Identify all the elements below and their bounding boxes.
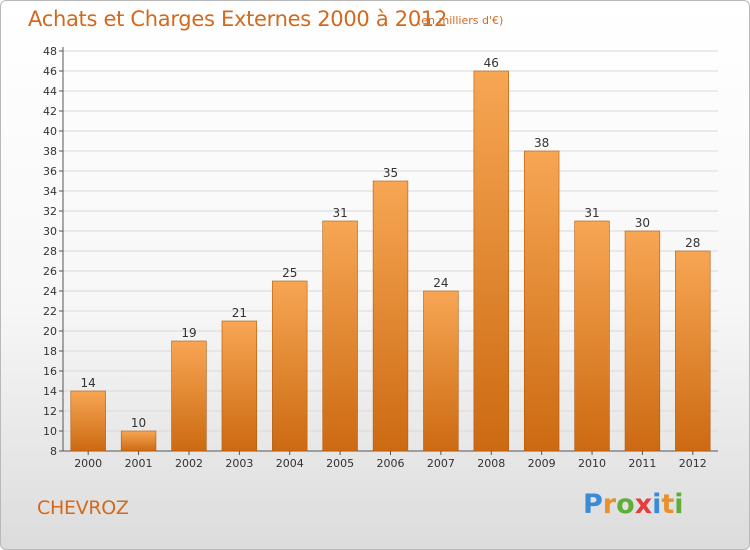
bar	[523, 150, 560, 452]
y-tick-label: 20	[43, 325, 57, 338]
x-tick-label: 2009	[528, 457, 556, 470]
proxiti-logo[interactable]: Proxiti	[583, 489, 684, 520]
bar	[473, 70, 509, 452]
data-label: 46	[484, 56, 499, 70]
data-label: 25	[282, 266, 297, 280]
bar	[70, 390, 106, 452]
bar	[171, 340, 207, 452]
y-tick-label: 38	[43, 145, 57, 158]
x-tick-label: 2004	[276, 457, 304, 470]
data-label: 19	[181, 326, 196, 340]
x-tick-label: 2005	[326, 457, 354, 470]
data-label: 14	[81, 376, 96, 390]
x-tick-label: 2012	[679, 457, 707, 470]
y-tick-label: 12	[43, 405, 57, 418]
data-label: 24	[433, 276, 448, 290]
data-label: 10	[131, 416, 146, 430]
x-tick-label: 2008	[477, 457, 505, 470]
x-tick-label: 2003	[225, 457, 253, 470]
y-tick-label: 34	[43, 185, 57, 198]
data-label: 31	[332, 206, 347, 220]
bar	[272, 280, 308, 452]
bar	[221, 320, 258, 452]
bar	[372, 180, 409, 452]
bar	[423, 290, 459, 452]
commune-name: CHEVROZ	[37, 497, 129, 519]
y-tick-label: 24	[43, 285, 57, 298]
data-label: 38	[534, 136, 549, 150]
y-tick-label: 42	[43, 105, 57, 118]
y-tick-label: 36	[43, 165, 57, 178]
y-tick-label: 22	[43, 305, 57, 318]
data-label: 28	[685, 236, 700, 250]
y-tick-label: 30	[43, 225, 57, 238]
y-tick-label: 14	[43, 385, 57, 398]
x-tick-label: 2010	[578, 457, 606, 470]
x-tick-label: 2007	[427, 457, 455, 470]
chart-subtitle: (en milliers d'€)	[417, 14, 504, 27]
bar	[322, 220, 358, 452]
bar	[624, 230, 661, 452]
bar-chart: 8 10 12 14 16 18 20 22 24 26 28 30 32 34 36 38 40 42 44 46 4…	[43, 45, 718, 470]
y-tick-label: 16	[43, 365, 57, 378]
y-tick-label: 44	[43, 85, 57, 98]
x-tick-label: 2001	[125, 457, 153, 470]
bar	[574, 220, 610, 452]
y-tick-label: 18	[43, 345, 57, 358]
y-tick-label: 40	[43, 125, 57, 138]
y-tick-label: 26	[43, 265, 57, 278]
data-label: 21	[232, 306, 247, 320]
data-label: 31	[584, 206, 599, 220]
bar	[675, 250, 711, 452]
logo-letter: r	[602, 489, 617, 520]
y-tick-label: 46	[43, 65, 57, 78]
x-tick-label: 2000	[74, 457, 102, 470]
logo-letter: i	[674, 489, 684, 520]
y-tick-label: 48	[43, 45, 57, 58]
x-tick-label: 2002	[175, 457, 203, 470]
y-tick-label: 10	[43, 425, 57, 438]
x-tick-label: 2006	[377, 457, 405, 470]
bar	[120, 430, 157, 452]
y-tick-label: 32	[43, 205, 57, 218]
x-tick-label: 2011	[628, 457, 656, 470]
logo-letter: x	[634, 489, 653, 520]
logo-letter: t	[661, 489, 675, 520]
data-label: 35	[383, 166, 398, 180]
logo-letter: o	[616, 489, 635, 520]
data-label: 30	[635, 216, 650, 230]
logo-letter: P	[583, 489, 603, 520]
y-tick-label: 8	[50, 445, 57, 458]
logo-letter: i	[652, 489, 662, 520]
y-tick-label: 28	[43, 245, 57, 258]
chart-title: Achats et Charges Externes 2000 à 2012	[28, 7, 448, 31]
